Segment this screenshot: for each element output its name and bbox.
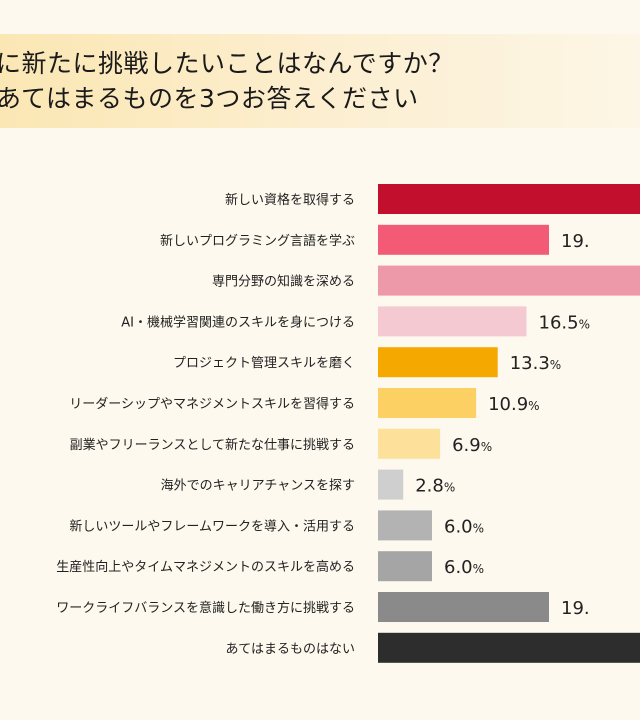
chart-title-line-1: に新たに挑戦したいことはなんですか？ xyxy=(0,49,454,78)
category-label-4: AI・機械学習関連のスキルを身につける xyxy=(121,314,355,330)
bar-4 xyxy=(378,306,527,337)
value-label-7: 6.9% xyxy=(452,435,492,456)
value-label-6: 10.9% xyxy=(488,394,539,415)
category-label-9: 新しいツールやフレームワークを導入・活用する xyxy=(69,518,355,534)
value-label-10: 6.0% xyxy=(444,557,484,578)
bar-1 xyxy=(378,184,640,214)
value-label-2: 19. xyxy=(561,231,590,252)
bar-12 xyxy=(378,632,640,663)
bar-3 xyxy=(378,265,640,296)
value-label-4: 16.5% xyxy=(539,312,590,333)
category-label-1: 新しい資格を取得する xyxy=(225,192,355,208)
category-label-11: ワークライフバランスを意識した働き方に挑戦する xyxy=(56,600,355,616)
bar-6 xyxy=(378,388,477,418)
bar-7 xyxy=(378,428,441,459)
category-label-12: あてはまるものはない xyxy=(226,642,355,657)
bar-8 xyxy=(378,469,404,500)
bar-9 xyxy=(378,510,432,541)
value-label-5: 13.3% xyxy=(510,353,561,374)
chart-title-line-2: あてはまるものを3つお答えください xyxy=(0,84,419,113)
category-label-7: 副業やフリーランスとして新たな仕事に挑戦する xyxy=(70,437,355,453)
category-label-5: プロジェクト管理スキルを磨く xyxy=(173,356,355,371)
value-label-9: 6.0% xyxy=(444,516,484,537)
category-label-8: 海外でのキャリアチャンスを探す xyxy=(161,479,355,494)
title-band xyxy=(0,34,640,128)
category-label-10: 生産性向上やタイムマネジメントのスキルを高める xyxy=(56,559,355,575)
category-label-6: リーダーシップやマネジメントスキルを習得する xyxy=(69,396,355,412)
bar-5 xyxy=(378,347,498,378)
value-label-8: 2.8% xyxy=(415,476,455,497)
bar-2 xyxy=(378,224,549,255)
bar-10 xyxy=(378,551,432,582)
value-label-11: 19. xyxy=(561,598,590,619)
category-label-2: 新しいプログラミング言語を学ぶ xyxy=(160,233,355,249)
bar-11 xyxy=(378,592,549,622)
category-label-3: 専門分野の知識を深める xyxy=(212,274,355,290)
